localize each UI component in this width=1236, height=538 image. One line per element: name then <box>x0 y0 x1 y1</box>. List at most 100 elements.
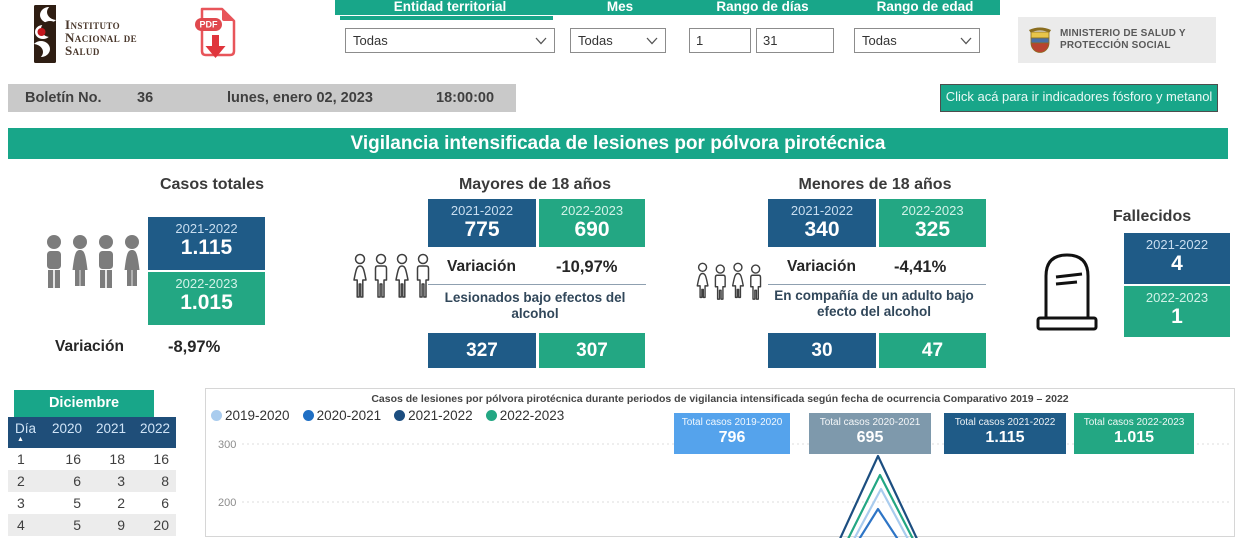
variacion-value: -4,41% <box>894 258 947 276</box>
variacion-value: -8,97% <box>168 338 221 356</box>
chevron-down-icon <box>535 37 547 44</box>
legend-label: 2019-2020 <box>225 408 290 423</box>
total-value: 695 <box>856 429 884 446</box>
rango-edad-dropdown[interactable]: Todas <box>854 28 980 53</box>
period-value: 775 <box>464 218 500 241</box>
fallecidos-title: Fallecidos <box>1112 208 1192 225</box>
total-casos-2019-2020-card: Total casos 2019-2020 796 <box>674 413 790 454</box>
mayores-2022-2023-card: 2022-2023 690 <box>539 199 645 247</box>
cell-2020: 16 <box>65 451 81 467</box>
filter-label-bar: Entidad territorial Mes Rango de días Ra… <box>335 0 1000 15</box>
column-header-2021[interactable]: 2021 <box>95 421 126 436</box>
cell-2021: 9 <box>117 517 125 533</box>
period-value: 340 <box>804 218 840 241</box>
cell-2021: 2 <box>117 495 125 511</box>
fallecidos-2021-2022-card: 2021-2022 4 <box>1124 233 1230 284</box>
mayores-title: Mayores de 18 años <box>458 176 612 193</box>
minsalud-line2: PROTECCIÓN SOCIAL <box>1060 40 1171 51</box>
column-header-dia[interactable]: Día ▲ <box>8 421 44 448</box>
legend-item-2022-2023[interactable]: 2022-2023 <box>485 408 564 423</box>
pdf-badge-label: PDF <box>200 20 219 30</box>
bulletin-time: 18:00:00 <box>436 90 495 106</box>
chevron-down-icon <box>646 37 658 44</box>
page-title: Vigilancia intensificada de lesiones por… <box>8 128 1228 159</box>
casos-totales-2021-2022-card: 2021-2022 1.115 <box>148 217 265 270</box>
cell-2022: 20 <box>153 517 169 533</box>
alcohol-2022-2023-value: 307 <box>539 333 645 368</box>
mes-dropdown[interactable]: Todas <box>570 28 666 53</box>
period-label: 2022-2023 <box>560 203 624 218</box>
variacion-label: Variación <box>787 258 856 275</box>
legend-item-2021-2022[interactable]: 2021-2022 <box>394 408 473 423</box>
cell-2022: 16 <box>153 451 169 467</box>
casos-totales-2022-2023-card: 2022-2023 1.015 <box>148 272 265 325</box>
cell-2021: 18 <box>109 451 125 467</box>
legend-dot-icon <box>211 410 222 421</box>
entidad-dropdown-value: Todas <box>353 33 388 48</box>
chart-title: Casos de lesiones por pólvora pirotécnic… <box>371 393 1069 405</box>
y-tick-300: 300 <box>218 439 236 451</box>
total-casos-2022-2023-card: Total casos 2022-2023 1.015 <box>1074 413 1194 454</box>
edad-dropdown-value: Todas <box>862 33 897 48</box>
total-label: Total casos 2019-2020 <box>681 417 783 428</box>
cell-dia: 1 <box>17 451 25 467</box>
adulto-alcohol-subtitle: En compañía de un adulto bajo efecto del… <box>774 288 974 319</box>
sort-ascending-icon: ▲ <box>17 436 24 443</box>
fosforo-metanol-link-button[interactable]: Click acá para ir indicadores fósforo y … <box>940 84 1218 112</box>
adults-outline-icon <box>353 253 430 298</box>
chart-plot-area: 300 200 <box>218 439 1230 538</box>
bulletin-label: Boletín No. <box>25 90 102 106</box>
total-value: 1.115 <box>985 429 1025 446</box>
series-2021-2022-line <box>839 454 918 538</box>
dia-desde-input[interactable] <box>689 28 751 53</box>
table-row: 4 5 9 20 <box>8 514 176 536</box>
legend-dot-icon <box>394 410 406 421</box>
entidad-territorial-dropdown[interactable]: Todas <box>345 28 555 53</box>
people-solid-icon <box>47 235 140 288</box>
divider <box>428 284 646 285</box>
total-casos-2021-2022-card: Total casos 2021-2022 1.115 <box>944 413 1066 454</box>
menores-2022-2023-card: 2022-2023 325 <box>879 199 986 247</box>
period-value: 1.115 <box>180 236 233 259</box>
mayores-2021-2022-card: 2021-2022 775 <box>428 199 536 247</box>
pdf-download-button[interactable]: PDF <box>192 6 238 64</box>
column-header-2022[interactable]: 2022 <box>139 421 170 436</box>
adulto-alcohol-2022-2023-value: 47 <box>879 333 986 368</box>
period-value: 1 <box>1171 305 1183 328</box>
tombstone-icon <box>1036 253 1098 331</box>
ins-logo-line1: Instituto <box>65 17 121 32</box>
period-label: 2021-2022 <box>450 203 514 218</box>
minsalud-logo: MINISTERIO DE SALUD Y PROTECCIÓN SOCIAL <box>1018 17 1216 63</box>
column-header-2020[interactable]: 2020 <box>51 421 82 436</box>
ins-logo-icon <box>34 5 56 63</box>
cell-dia: 3 <box>17 495 25 511</box>
period-value: 325 <box>914 218 951 241</box>
period-value: 690 <box>574 218 610 241</box>
variacion-label: Variación <box>447 258 516 275</box>
bulletin-number: 36 <box>137 90 154 106</box>
dia-hasta-input[interactable] <box>756 28 834 53</box>
period-value: 4 <box>1171 252 1183 275</box>
chart-legend: 2019-2020 2020-2021 2021-2022 2022-2023 <box>211 408 564 423</box>
filter-label-rango-dias: Rango de días <box>716 0 809 14</box>
fallecidos-2022-2023-card: 2022-2023 1 <box>1124 286 1230 337</box>
bulletin-date: lunes, enero 02, 2023 <box>227 90 373 106</box>
column-label: Día <box>15 421 37 436</box>
ins-logo-text: Instituto Nacional de Salud <box>65 18 137 63</box>
table-row: 3 5 2 6 <box>8 492 176 514</box>
legend-item-2019-2020[interactable]: 2019-2020 <box>211 408 290 423</box>
cell-dia: 4 <box>17 517 25 533</box>
cell-dia: 2 <box>17 473 25 489</box>
adulto-alcohol-2021-2022-value: 30 <box>768 333 876 368</box>
alcohol-subtitle: Lesionados bajo efectos del alcohol <box>444 290 626 321</box>
december-table: Diciembre Día ▲ 2020 2021 2022 1 16 18 16… <box>8 390 176 536</box>
legend-item-2020-2021[interactable]: 2020-2021 <box>302 408 381 423</box>
casos-totales-title: Casos totales <box>159 176 265 193</box>
cell-2021: 3 <box>117 473 125 489</box>
ins-logo-line2: Nacional de <box>65 30 138 45</box>
table-month-header: Diciembre <box>14 390 154 417</box>
entidad-tab-underline <box>340 15 553 20</box>
legend-label: 2021-2022 <box>408 408 473 423</box>
total-casos-2020-2021-card: Total casos 2020-2021 695 <box>809 413 931 454</box>
period-label: 2022-2023 <box>175 276 238 291</box>
